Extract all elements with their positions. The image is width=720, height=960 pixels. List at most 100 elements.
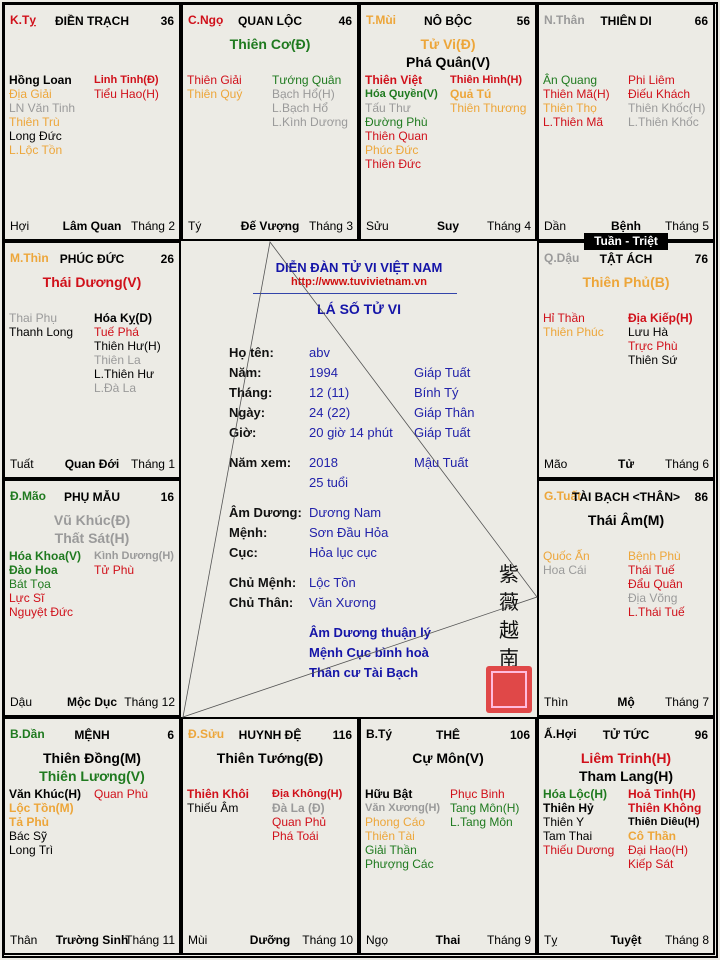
info-value: Văn Xương bbox=[309, 595, 377, 610]
minor-stars-left: Thiên Giải Thiên Quý bbox=[187, 73, 242, 101]
minor-stars-left: Hỉ Thần Thiên Phúc bbox=[543, 311, 604, 339]
palace-cell[interactable]: N.Thân THIÊN DI 66 Ân Quang Thiên Mã(H) Thiên… bbox=[537, 3, 715, 241]
minor-star: Thiên Không bbox=[628, 801, 702, 815]
palace-footer: Tý Đế Vượng Tháng 3 bbox=[183, 219, 357, 233]
palace-name: TẬT ÁCH bbox=[599, 252, 653, 266]
forum-url-link[interactable]: http://www.tuvivietnam.vn bbox=[291, 276, 427, 288]
palace-footer: Dần Bệnh Tháng 5 bbox=[539, 219, 713, 233]
vertical-chinese-text: 紫薇越南 bbox=[497, 560, 521, 672]
minor-stars-right: Phục Binh Tang Môn(H) L.Tang Môn bbox=[450, 787, 519, 829]
minor-star: Thiên Phúc bbox=[543, 325, 604, 339]
info-label: Năm xem: bbox=[229, 455, 292, 470]
footer-phase: Bệnh bbox=[611, 219, 641, 233]
minor-star: Thiên Khốc(H) bbox=[628, 101, 706, 115]
footer-branch: Thìn bbox=[544, 695, 569, 709]
info-label: Họ tên: bbox=[229, 345, 274, 360]
minor-star: Phi Liêm bbox=[628, 73, 675, 87]
minor-star: Địa Võng bbox=[628, 591, 678, 605]
minor-star: Linh Tinh(Đ) bbox=[94, 74, 159, 86]
minor-star: Phục Binh bbox=[450, 787, 505, 801]
minor-stars-left: Hữu Bật Văn Xương(H) Phong Cáo Thiên Tài Giả… bbox=[365, 787, 440, 871]
info-label: Âm Dương: bbox=[229, 505, 302, 520]
minor-star: Thái Tuế bbox=[628, 563, 675, 577]
footer-month: Tháng 12 bbox=[124, 695, 175, 709]
main-star: Thiên Lương(V) bbox=[39, 768, 145, 784]
info-extra: Giáp Tuất bbox=[414, 365, 471, 380]
minor-star: Thiên Tài bbox=[365, 829, 415, 843]
palace-age-number: 66 bbox=[694, 14, 708, 28]
minor-stars-right: Tướng Quân Bạch Hổ(H) L.Bạch Hổ L.Kình Dươn… bbox=[272, 73, 348, 129]
divider bbox=[253, 293, 457, 294]
palace-cell[interactable]: B.Dần MỆNH 6 Thiên Đồng(M) Thiên Lương(V) Văn… bbox=[3, 717, 181, 955]
minor-star: Thiên Giải bbox=[187, 73, 242, 87]
minor-star: Thiên Thương bbox=[450, 101, 527, 115]
info-value: abv bbox=[309, 345, 330, 360]
minor-stars-right: Bệnh Phù Thái Tuế Đẩu Quân Địa Võng L.Thái T… bbox=[628, 549, 685, 619]
palace-branch: B.Dần bbox=[10, 727, 45, 741]
info-value: Hỏa lục cục bbox=[309, 545, 377, 560]
minor-stars-left: Văn Khúc(H) Lộc Tồn(M) Tả Phù Bác Sỹ Long Tr… bbox=[9, 787, 81, 857]
palace-cell[interactable]: Đ.Sửu HUYNH ĐỆ 116 Thiên Tướng(Đ) Thiên Khôi… bbox=[181, 717, 359, 955]
minor-star: Long Trì bbox=[9, 843, 54, 857]
palace-cell[interactable]: K.Tỵ ĐIỀN TRẠCH 36 Hồng Loan Địa Giải LN Văn … bbox=[3, 3, 181, 241]
info-value: Lộc Tồn bbox=[309, 575, 356, 590]
palace-age-number: 96 bbox=[694, 728, 708, 742]
minor-star: Thiên Đức bbox=[365, 157, 422, 171]
center-info-panel: DIỄN ĐÀN TỬ VI VIỆT NAM http://www.tuviv… bbox=[181, 241, 537, 717]
footer-branch: Mùi bbox=[188, 933, 208, 947]
palace-header: Đ.Sửu HUYNH ĐỆ 116 bbox=[183, 727, 357, 743]
minor-star: L.Thiên Hư bbox=[94, 367, 155, 381]
palace-age-number: 86 bbox=[694, 490, 708, 504]
palace-name: QUAN LỘC bbox=[238, 14, 302, 28]
palace-branch: M.Thìn bbox=[10, 251, 49, 265]
minor-star: Thiên Trù bbox=[9, 115, 60, 129]
minor-star: Phá Toái bbox=[272, 829, 319, 843]
palace-cell[interactable]: M.Thìn PHÚC ĐỨC 26 Thái Dương(V) Thai Phụ Tha… bbox=[3, 241, 181, 479]
palace-cell[interactable]: Đ.Mão PHỤ MẪU 16 Vũ Khúc(Đ) Thất Sát(H) Hóa K… bbox=[3, 479, 181, 717]
palace-cell[interactable]: Q.Dậu TẬT ÁCH 76 Thiên Phủ(B) Hỉ Thần Thiên P… bbox=[537, 241, 715, 479]
palace-age-number: 56 bbox=[516, 14, 530, 28]
minor-star: Tấu Thư bbox=[365, 101, 411, 115]
main-star: Vũ Khúc(Đ) bbox=[53, 512, 131, 528]
main-star: Liêm Trinh(H) bbox=[580, 750, 672, 766]
info-label: Năm: bbox=[229, 365, 262, 380]
palace-footer: Sửu Suy Tháng 4 bbox=[361, 219, 535, 233]
info-value: 24 (22) bbox=[309, 405, 351, 420]
palace-name: ĐIỀN TRẠCH bbox=[55, 14, 129, 28]
main-stars: Thái Dương(V) bbox=[5, 273, 179, 291]
minor-star: Bạch Hổ(H) bbox=[272, 87, 335, 101]
minor-star: Phượng Các bbox=[365, 857, 434, 871]
minor-star: Tam Thai bbox=[543, 829, 593, 843]
minor-star: Lộc Tồn(M) bbox=[9, 801, 74, 815]
palace-cell[interactable]: B.Tý THÊ 106 Cự Môn(V) Hữu Bật Văn Xương(H) Ph… bbox=[359, 717, 537, 955]
palace-cell[interactable]: Ấ.Hợi TỬ TỨC 96 Liêm Trinh(H) Tham Lang(H) Hó… bbox=[537, 717, 715, 955]
palace-cell[interactable]: G.Tuất TÀI BẠCH <THÂN> 86 Thái Âm(M) Quốc Ấn… bbox=[537, 479, 715, 717]
minor-star: Giải Thần bbox=[365, 843, 417, 857]
minor-star: Điếu Khách bbox=[628, 87, 691, 101]
minor-star: Hữu Bật bbox=[365, 787, 413, 801]
minor-stars-left: Thiên Khôi Thiếu Âm bbox=[187, 787, 249, 815]
minor-stars-right: Thiên Hình(H) Quả Tú Thiên Thương bbox=[450, 73, 526, 115]
main-star: Phá Quân(V) bbox=[405, 54, 490, 70]
palace-branch: Đ.Mão bbox=[10, 489, 46, 503]
minor-stars-right: Địa Kiếp(H) Lưu Hà Trực Phù Thiên Sứ bbox=[628, 311, 693, 367]
palace-header: K.Tỵ ĐIỀN TRẠCH 36 bbox=[5, 13, 179, 29]
palace-cell[interactable]: C.Ngọ QUAN LỘC 46 Thiên Cơ(Đ) Thiên Giải Thiê… bbox=[181, 3, 359, 241]
minor-star: Thiên La bbox=[94, 353, 141, 367]
footer-branch: Tỵ bbox=[544, 933, 558, 947]
minor-stars-left: Hóa Khoa(V) Đào Hoa Bát Tọa Lực Sĩ Nguyệt Đứ… bbox=[9, 549, 81, 619]
palace-branch: Đ.Sửu bbox=[188, 727, 225, 741]
main-stars: Thiên Phủ(B) bbox=[539, 273, 713, 291]
minor-star: L.Kình Dương bbox=[272, 115, 348, 129]
minor-stars-left: Hồng Loan Địa Giải LN Văn Tinh Thiên Trù Lon… bbox=[9, 73, 75, 157]
palace-name: NÔ BỘC bbox=[424, 14, 472, 28]
minor-star: Hóa Kỵ(D) bbox=[94, 311, 153, 325]
footer-month: Tháng 6 bbox=[664, 457, 709, 471]
palace-cell[interactable]: T.Mùi NÔ BỘC 56 Tử Vi(Đ) Phá Quân(V) Thiên Vi… bbox=[359, 3, 537, 241]
minor-star: Địa Không(H) bbox=[272, 788, 343, 800]
footer-branch: Hợi bbox=[10, 219, 30, 233]
minor-star: Nguyệt Đức bbox=[9, 605, 74, 619]
footer-phase: Lâm Quan bbox=[62, 219, 122, 233]
chinese-char: 越 bbox=[499, 618, 519, 642]
minor-star: Hóa Quyền(V) bbox=[365, 88, 438, 100]
